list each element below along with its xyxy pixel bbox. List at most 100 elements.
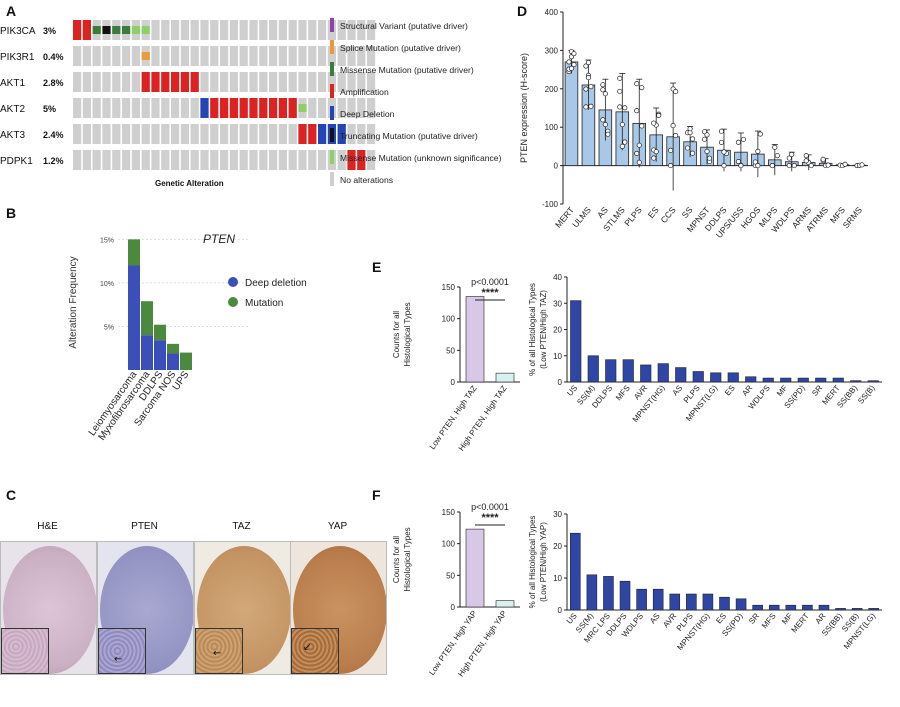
data-point (639, 85, 645, 91)
oncoprint-cell (288, 150, 297, 170)
bar (570, 300, 582, 383)
oncoprint-cell (112, 46, 121, 66)
y-tick-label: 30 (553, 299, 562, 308)
oncoprint-cell (102, 98, 111, 118)
data-point (701, 136, 708, 142)
y-tick-label: 300 (545, 46, 559, 55)
x-tick-label: HGOS (739, 205, 763, 231)
bar (564, 61, 579, 166)
arrow-icon: ↙ (303, 642, 312, 653)
gene-pct-0: 3% (43, 26, 56, 36)
data-point (653, 149, 659, 155)
gene-label-1: PIK3R1 (0, 52, 35, 63)
x-tick-label: ULMS (570, 205, 593, 230)
oncoprint-cell (318, 46, 327, 66)
oncoprint-cell (278, 46, 287, 66)
gene-label-0: PIK3CA (0, 26, 36, 37)
x-tick-label: ES (714, 612, 728, 626)
oncoprint-cell (171, 46, 180, 66)
oncoprint-cell (180, 46, 189, 66)
data-point (690, 150, 696, 156)
oncoprint-cell (259, 124, 268, 144)
legend-label-0: Structural Variant (putative driver) (340, 21, 468, 31)
data-point (786, 155, 792, 161)
legend-label-1: Splice Mutation (putative driver) (340, 43, 461, 53)
oncoprint-cell (278, 150, 287, 170)
oncoprint-cell (220, 46, 229, 66)
oncoprint-cell (357, 46, 366, 66)
bar (570, 532, 581, 611)
data-point (673, 133, 679, 139)
oncoprint-alteration (220, 98, 229, 118)
oncoprint-mutation (141, 52, 150, 60)
oncoprint-cell (190, 150, 199, 170)
legend-swatch-5 (330, 128, 334, 142)
oncoprint-cell (112, 150, 121, 170)
oncoprint-cell (151, 46, 160, 66)
oncoprint-cell (308, 46, 317, 66)
data-point (583, 104, 589, 110)
ihc-image-pten: ← (97, 541, 194, 675)
oncoprint-cell (92, 150, 101, 170)
x-tick-label: CCS (658, 205, 677, 225)
data-point (685, 145, 691, 151)
oncoprint-cell (347, 98, 356, 118)
data-point (791, 163, 797, 169)
oncoprint-cell (171, 124, 180, 144)
oncoprint-cell (229, 46, 238, 66)
bar (640, 364, 652, 383)
oncoprint-cell (73, 46, 82, 66)
bar-deep-deletion (141, 335, 153, 370)
data-point (566, 59, 572, 65)
oncoprint-cell (318, 72, 327, 92)
oncoprint-alteration (190, 72, 199, 92)
oncoprint-alteration (151, 72, 160, 92)
bar (652, 588, 664, 611)
oncoprint-alteration (141, 72, 150, 92)
data-point (668, 147, 674, 153)
bar (768, 604, 780, 611)
oncoprint-alteration (249, 98, 258, 118)
data-point (583, 86, 589, 92)
oncoprint-mutation (141, 26, 150, 34)
legend-label-6: Missense Mutation (unknown significance) (340, 153, 502, 163)
bar (465, 296, 485, 383)
oncoprint-cell (367, 150, 376, 170)
oncoprint-cell (131, 150, 140, 170)
data-point (772, 144, 778, 150)
oncoprint-cell (200, 46, 209, 66)
oncoprint-cell (200, 20, 209, 40)
data-point (673, 89, 679, 95)
legend-swatch-7 (330, 172, 334, 186)
data-point (740, 136, 746, 142)
bar-deep-deletion (167, 353, 179, 370)
oncoprint-cell (347, 20, 356, 40)
oncoprint-cell (82, 72, 91, 92)
oncoprint-cell (318, 150, 327, 170)
bar (710, 372, 722, 383)
data-point (636, 159, 642, 165)
oncoprint-cell (298, 20, 307, 40)
oncoprint-cell (92, 46, 101, 66)
oncoprint-cell (171, 20, 180, 40)
y-tick-label: -100 (542, 200, 559, 209)
bar (702, 593, 714, 611)
x-tick-label: US (565, 612, 579, 626)
arrow-icon: ← (213, 648, 222, 659)
bar (818, 604, 830, 611)
data-point (617, 88, 623, 94)
y-tick-label: 20 (553, 542, 562, 551)
legend-label-5: Truncating Mutation (putative driver) (340, 131, 478, 141)
data-point (605, 131, 611, 137)
oncoprint-cell (200, 150, 209, 170)
significance-stars: **** (481, 287, 499, 299)
x-tick-label: MERT (790, 611, 811, 634)
x-tick-label: MF (780, 611, 794, 626)
oncoprint-cell (220, 72, 229, 92)
oncoprint-cell (239, 20, 248, 40)
oncoprint-mutation (102, 26, 111, 34)
data-point (600, 82, 606, 88)
oncoprint-cell (92, 98, 101, 118)
data-point (617, 104, 623, 110)
oncoprint-cell (327, 46, 336, 66)
